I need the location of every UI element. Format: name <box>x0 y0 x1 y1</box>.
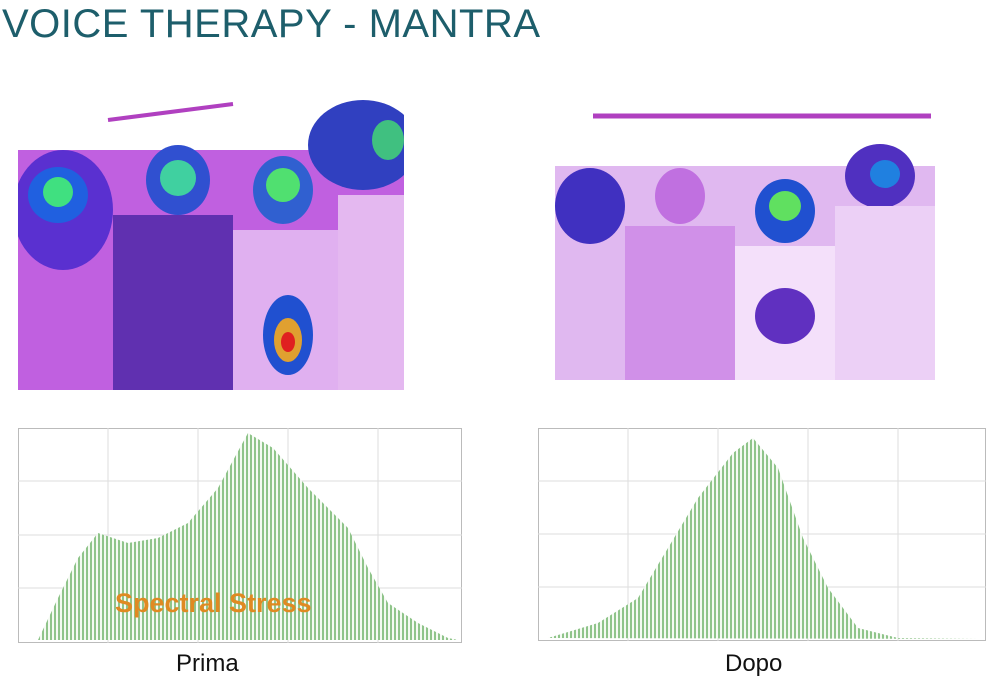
slide-title: VOICE THERAPY - MANTRA <box>2 2 541 46</box>
thermal-image-before <box>18 100 404 390</box>
caption-after: Dopo <box>725 650 783 677</box>
thermal-image-after <box>555 106 935 380</box>
spectrum-after <box>538 428 986 641</box>
caption-before: Prima <box>176 650 239 677</box>
spectrum-before <box>18 428 462 643</box>
spectral-stress-label: Spectral Stress <box>115 588 312 618</box>
